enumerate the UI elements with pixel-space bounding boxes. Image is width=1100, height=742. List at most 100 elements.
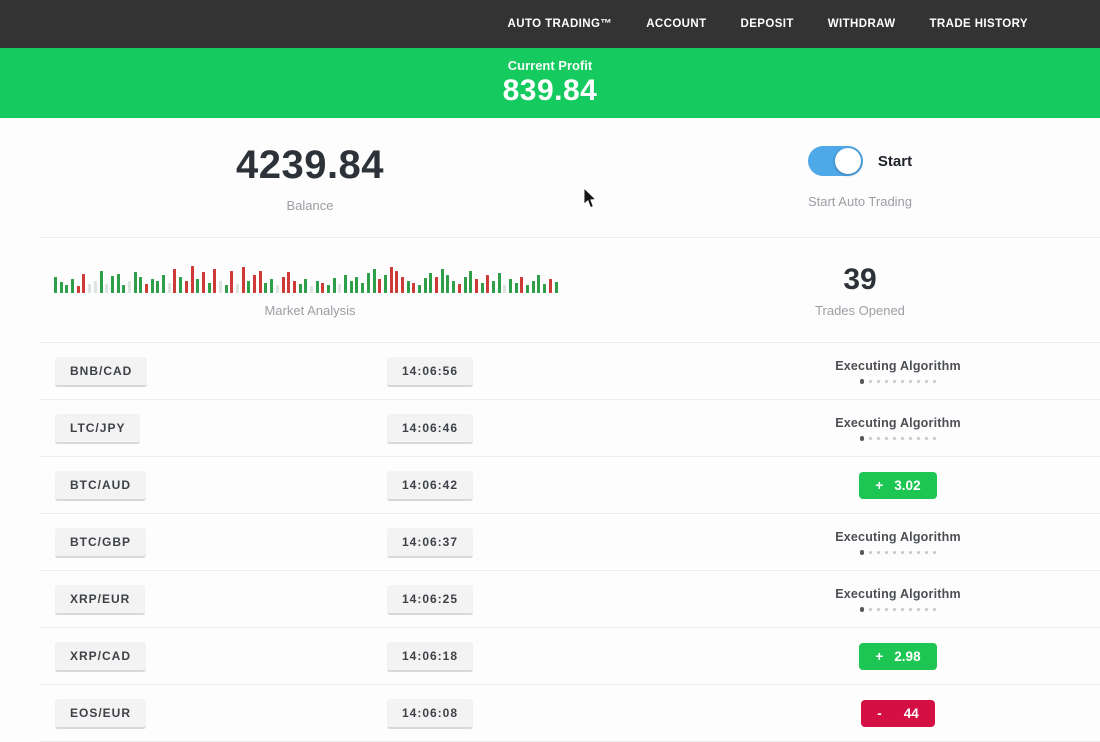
balance-label: Balance [286,197,334,213]
progress-dot [877,437,881,440]
market-bar [355,276,359,293]
progress-dot [933,608,937,611]
balance-value: 4239.84 [235,142,385,187]
market-bar [59,281,63,293]
progress-dot [885,551,889,554]
trades-list: BNB/CAD 14:06:56 Executing Algorithm LTC… [0,343,1100,742]
progress-dot [901,551,905,554]
trade-row: LTC/JPY 14:06:46 Executing Algorithm [0,400,1100,457]
market-bar [76,285,80,293]
trade-time-chip: 14:06:25 [386,584,474,615]
currency-pair-chip: BTC/AUD [55,470,146,501]
market-bar [292,280,296,293]
trade-row: EOS/EUR 14:06:08 - 44 [0,685,1100,742]
progress-dot [901,608,905,611]
auto-trading-toggle[interactable] [807,146,863,176]
progress-dot [901,380,905,383]
market-bar [196,278,200,293]
progress-dots [728,607,1068,612]
market-bar [366,272,370,293]
market-bar [378,278,382,293]
market-bar [207,282,211,293]
market-bar [258,270,262,293]
market-bar [315,280,319,293]
progress-dot [885,608,889,611]
market-bar [309,285,313,293]
market-bar [145,283,148,293]
market-bar [543,283,547,293]
result-amount: 3.02 [894,478,921,493]
market-bar [173,268,177,293]
executing-status: Executing Algorithm [728,530,1068,555]
market-bar [509,278,512,293]
market-bar [395,270,399,293]
market-bar [270,278,274,293]
market-bar [241,266,245,293]
market-bar [520,276,524,293]
nav-item-account[interactable]: ACCOUNT [646,18,707,30]
result-sign: + [875,649,884,664]
trade-time-chip: 14:06:18 [386,641,474,672]
market-bar [275,284,279,293]
market-bar [389,266,393,293]
toggle-start-label: Start [877,152,913,170]
progress-dot [925,380,929,383]
executing-algorithm-label: Executing Algorithm [835,359,961,374]
currency-pair-chip: EOS/EUR [55,698,147,729]
market-bar [179,276,183,293]
result-sign: + [875,478,884,493]
progress-dot [885,380,889,383]
progress-dot [859,379,865,384]
result-badge: - 44 [861,700,935,727]
result-sign: - [877,706,882,721]
start-auto-trading-label: Start Auto Trading [807,194,913,209]
market-bar [321,282,325,293]
progress-dot [869,437,873,440]
market-bar [54,276,57,293]
market-bar [349,280,353,293]
progress-dot [909,551,913,554]
current-profit-value: 839.84 [502,74,598,107]
progress-dot [901,437,905,440]
market-bar [167,282,171,293]
progress-dot [869,380,873,383]
market-bar [88,283,92,293]
market-bar [71,278,75,293]
market-bar [304,278,308,293]
progress-dot [893,551,897,554]
trades-opened-value: 39 [843,262,877,296]
market-bar [213,268,217,293]
nav-item-trade-history[interactable]: TRADE HISTORY [929,18,1028,30]
market-bar [332,277,336,293]
market-bar [480,282,484,293]
market-bar [253,274,257,293]
market-bar [65,284,69,293]
market-bar [469,270,473,293]
progress-dot [869,551,873,554]
market-bar [201,271,205,293]
market-bar [463,276,467,293]
progress-dot [893,437,897,440]
market-bar [383,274,387,293]
nav-item-deposit[interactable]: DEPOSIT [740,18,794,30]
market-bar [548,278,552,293]
market-bar [474,278,478,293]
nav-item-auto-trading[interactable]: AUTO TRADING™ [507,18,613,30]
progress-dot [933,551,937,554]
market-bar [400,276,404,293]
current-profit-label: Current Profit [507,58,593,73]
progress-dots [728,379,1068,384]
market-analysis-label: Market Analysis [264,302,356,318]
market-bar [372,268,376,293]
market-bar [554,281,558,293]
currency-pair-chip: BTC/GBP [55,527,146,558]
market-bar [440,268,444,293]
market-bar [497,272,501,293]
market-bar [435,276,439,293]
currency-pair-chip: LTC/JPY [55,413,141,444]
nav-item-withdraw[interactable]: WITHDRAW [827,18,896,30]
market-bar [224,284,228,293]
market-bar [139,276,143,293]
progress-dot [859,607,865,612]
